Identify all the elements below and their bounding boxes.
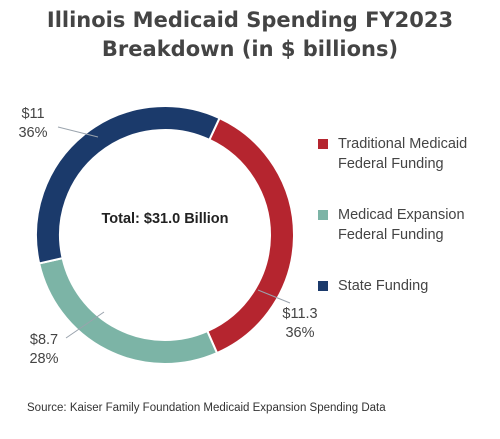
data-label-pct-medicaid-expansion: 28% bbox=[29, 351, 58, 367]
legend-swatch-state-funding bbox=[318, 281, 328, 291]
legend-swatch-traditional-medicaid bbox=[318, 139, 328, 149]
data-label-pct-traditional-medicaid: 36% bbox=[285, 325, 314, 341]
legend-label-traditional-medicaid: Traditional Medicaid Federal Funding bbox=[338, 136, 468, 172]
chart-title-line1: Illinois Medicaid Spending FY2023 bbox=[46, 8, 454, 32]
legend-label-state-funding: State Funding bbox=[338, 278, 429, 294]
chart-title-line2: Breakdown (in $ billions) bbox=[101, 37, 399, 61]
source-note: Source: Kaiser Family Foundation Medicai… bbox=[27, 402, 386, 414]
legend-label-medicaid-expansion: Medicad Expansion Federal Funding bbox=[338, 207, 465, 243]
donut-slice-traditional-medicaid bbox=[206, 116, 295, 355]
data-label-value-state-funding: $11 bbox=[21, 106, 44, 122]
donut-slice-medicaid-expansion bbox=[37, 256, 219, 365]
leader-line-traditional-medicaid bbox=[257, 289, 291, 304]
data-label-value-medicaid-expansion: $8.7 bbox=[30, 332, 58, 348]
data-label-pct-state-funding: 36% bbox=[18, 125, 47, 141]
donut-center-label: Total: $31.0 Billion bbox=[101, 211, 228, 227]
data-label-value-traditional-medicaid: $11.3 bbox=[282, 306, 317, 322]
leader-line-state-funding bbox=[57, 126, 99, 138]
chart-title: Illinois Medicaid Spending FY2023 Breakd… bbox=[0, 6, 500, 64]
legend-swatch-medicaid-expansion bbox=[318, 210, 328, 220]
donut-slice-state-funding bbox=[35, 105, 221, 265]
leader-line-medicaid-expansion bbox=[65, 311, 105, 339]
